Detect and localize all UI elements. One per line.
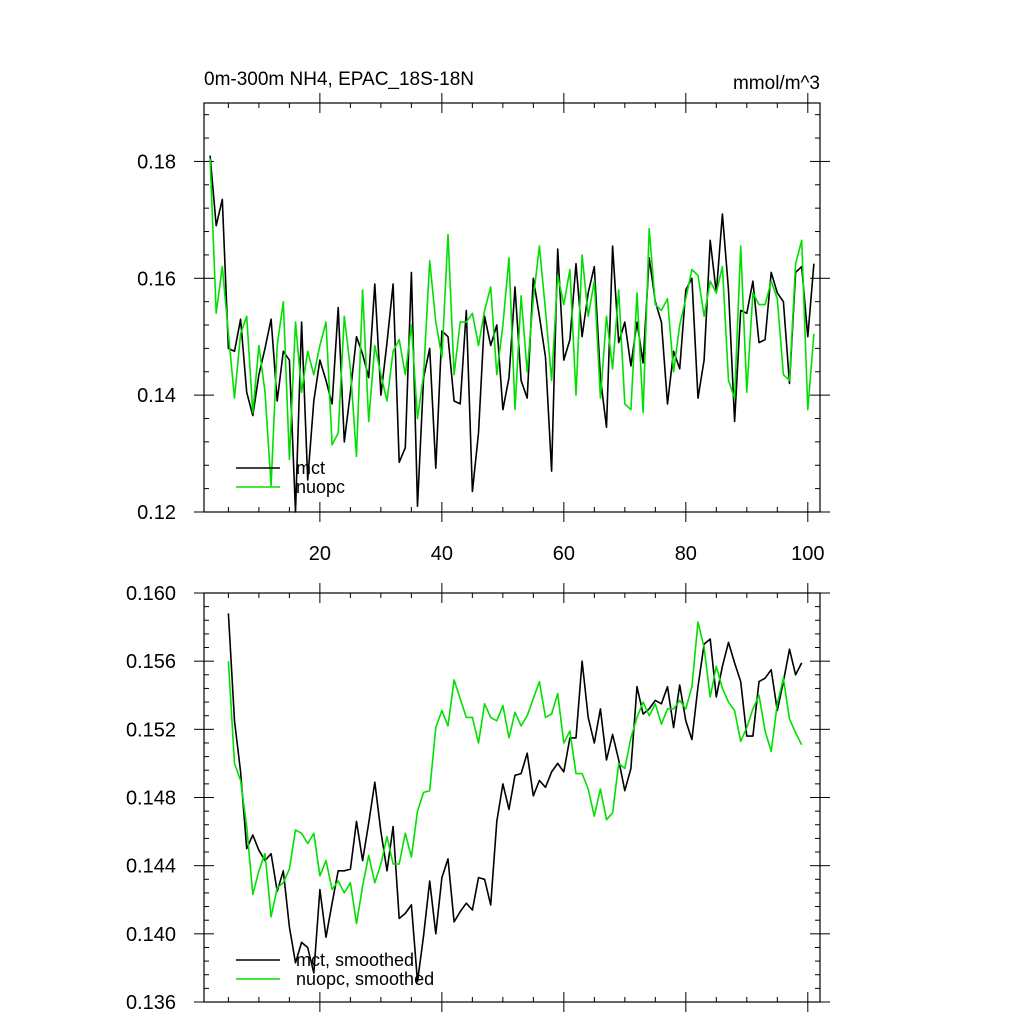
x-tick-label: 60 bbox=[553, 543, 575, 565]
y-tick-label: 0.156 bbox=[126, 651, 176, 673]
legend-label: nuopc, smoothed bbox=[296, 969, 434, 989]
series-line-nuopc bbox=[209, 158, 815, 487]
chart-title: 0m-300m NH4, EPAC_18S-18N bbox=[204, 69, 474, 90]
x-tick-label: 40 bbox=[431, 543, 453, 565]
plot-frame bbox=[203, 592, 821, 1003]
y-tick-label: 0.14 bbox=[137, 385, 176, 407]
x-tick-label: 20 bbox=[309, 543, 331, 565]
top-panel: 0m-300m NH4, EPAC_18S-18N mmol/m^3 20 40 6… bbox=[137, 69, 830, 565]
x-tick-label: 100 bbox=[791, 543, 824, 565]
legend-label: nuopc bbox=[296, 477, 345, 497]
legend-label: mct, smoothed bbox=[296, 950, 414, 970]
y-tick-label: 0.152 bbox=[126, 719, 176, 741]
series-line-mct-smoothed bbox=[227, 613, 803, 983]
y-tick-label: 0.18 bbox=[137, 151, 176, 173]
y-tick-label: 0.16 bbox=[137, 268, 176, 290]
y-tick-label: 0.148 bbox=[126, 788, 176, 810]
x-tick-label: 80 bbox=[675, 543, 697, 565]
y-tick-label: 0.160 bbox=[126, 583, 176, 605]
bottom-panel: 0.136 0.140 0.144 0.148 0.152 0.156 0.160 mct, … bbox=[126, 583, 830, 1014]
y-tick-label: 0.12 bbox=[137, 502, 176, 524]
chart-units-label: mmol/m^3 bbox=[733, 73, 820, 94]
y-tick-label: 0.140 bbox=[126, 924, 176, 946]
series-line-nuopc-smoothed bbox=[227, 621, 803, 925]
y-tick-label: 0.136 bbox=[126, 992, 176, 1014]
y-tick-label: 0.144 bbox=[126, 856, 176, 878]
legend-label: mct bbox=[296, 458, 325, 478]
plot-frame bbox=[203, 102, 821, 513]
